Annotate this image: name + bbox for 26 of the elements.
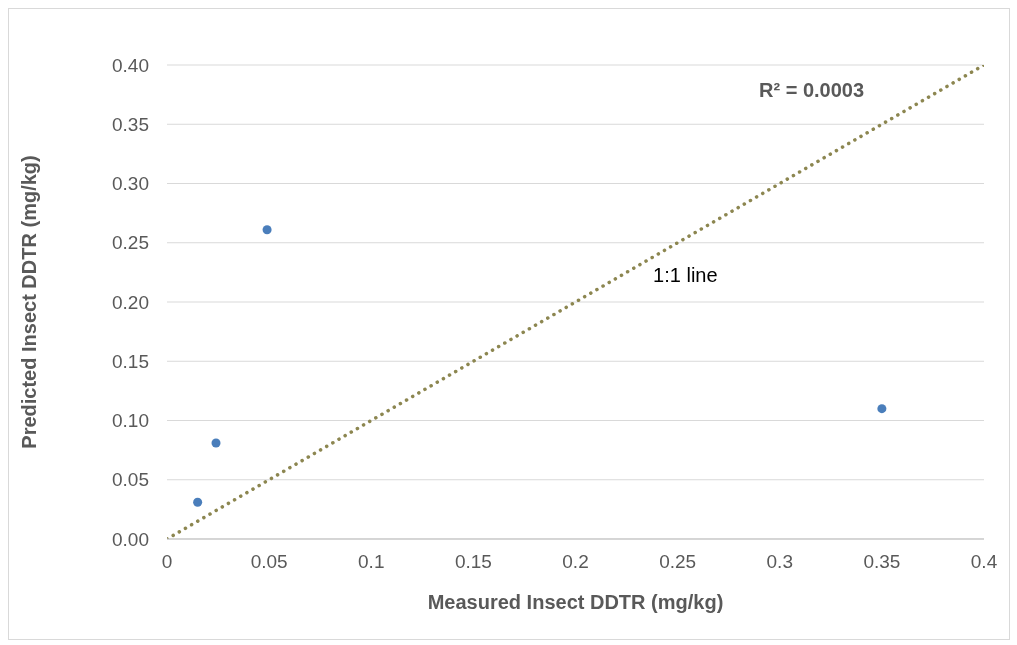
y-tick-label: 0.35 [112,114,149,135]
y-tick-label: 0.20 [112,291,149,313]
y-axis-title: Predicted Insect DDTR (mg/kg) [18,155,41,449]
x-tick-label: 0.35 [863,551,901,573]
annotation: 1:1 line [653,264,718,288]
x-tick-label: 0.25 [659,551,697,573]
annotation: R² = 0.0003 [759,79,865,102]
y-tick-label: 0.10 [112,410,149,432]
x-tick-label: 0.1 [358,551,385,573]
point [262,225,272,235]
y-tick-label: 0.25 [112,232,149,254]
point [877,404,887,414]
x-tick-label: 0.2 [562,551,589,573]
x-tick-label: 0.05 [250,551,288,573]
x-tick-label: 0.3 [766,551,793,573]
x-axis-title: Measured Insect DDTR (mg/kg) [427,591,724,613]
point [211,438,221,448]
y-tick-label: 0.00 [112,528,149,550]
x-tick-label: 0.4 [970,551,998,573]
point [193,497,203,507]
x-tick-label: 0.15 [454,551,492,573]
x-tick-label: 0 [161,551,173,573]
y-tick-label: 0.15 [112,350,149,372]
y-tick-label: 0.30 [112,173,149,195]
y-tick-label: 0.05 [112,469,149,491]
y-tick-label: 0.40 [112,54,149,76]
